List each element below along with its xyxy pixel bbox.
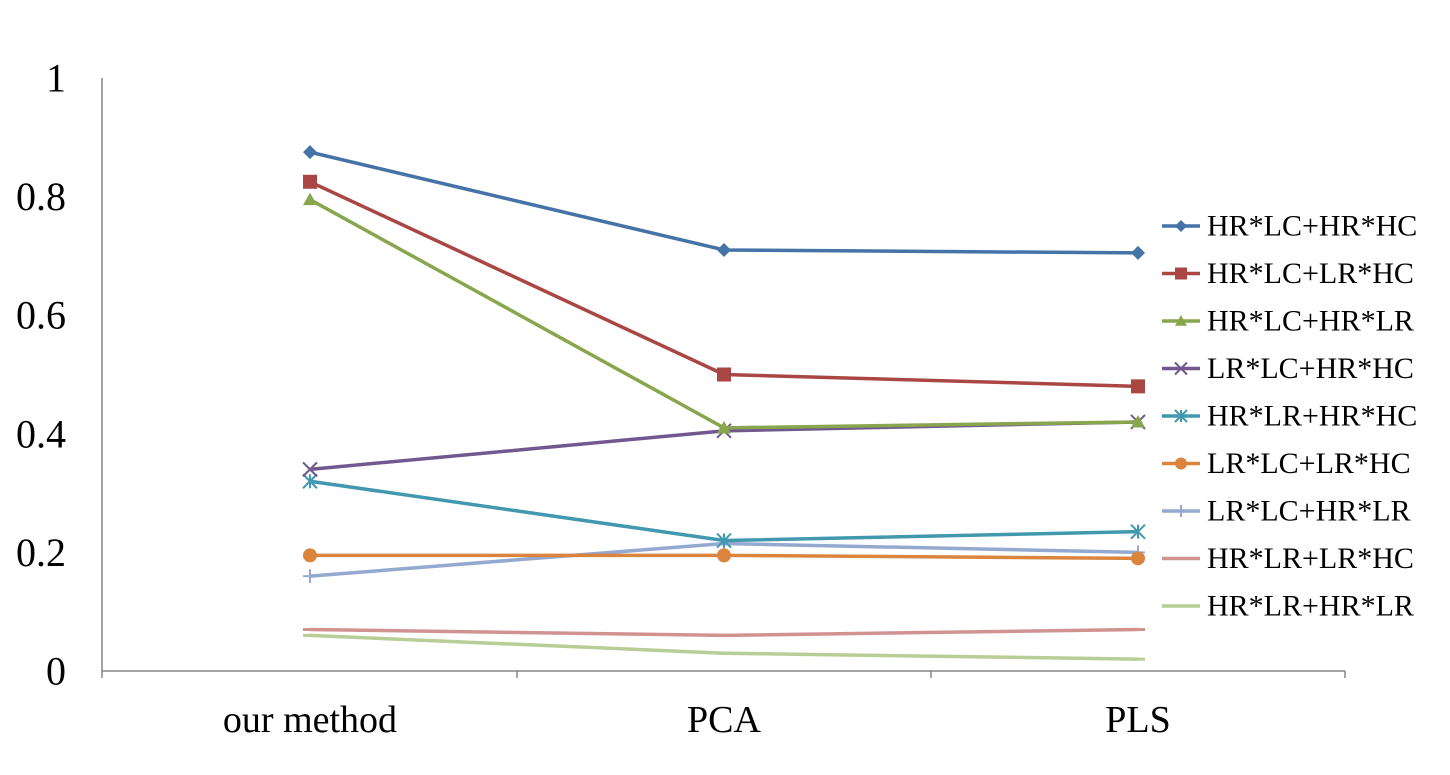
axes — [101, 78, 1345, 672]
x-ticks: our method PCA PLS — [101, 671, 1346, 741]
series-8 — [303, 627, 1145, 638]
legend-label: LR*LC+HR*LR — [1207, 495, 1411, 528]
legend-label: HR*LR+LR*HC — [1207, 542, 1414, 575]
legend-marker — [1175, 315, 1187, 326]
legend-item: LR*LC+HR*LR — [1162, 495, 1411, 528]
data-point — [1131, 245, 1145, 260]
legend-label: LR*LC+LR*HC — [1207, 447, 1411, 480]
data-point — [717, 420, 731, 434]
data-point — [717, 548, 731, 563]
x-tick-label: PLS — [1105, 699, 1170, 741]
data-point — [1131, 551, 1145, 566]
series-line — [309, 198, 1139, 430]
legend: HR*LC+HR*HC HR*LC+LR*HC HR*LC+HR*LR LR*LC+H… — [1162, 210, 1417, 623]
data-point — [303, 145, 317, 160]
series-5 — [302, 473, 1146, 549]
legend-marker — [1175, 267, 1187, 280]
series-line — [309, 180, 1139, 389]
series-9 — [303, 633, 1145, 661]
legend-item: HR*LC+HR*HC — [1162, 210, 1417, 243]
y-tick-label: 0.8 — [16, 174, 66, 219]
legend-label: HR*LC+HR*HC — [1207, 210, 1417, 243]
data-point — [716, 532, 732, 549]
legend-item: HR*LR+LR*HC — [1162, 542, 1414, 575]
series-2 — [303, 174, 1145, 394]
data-point — [303, 569, 317, 584]
legend-item: HR*LR+HR*LR — [1162, 590, 1414, 623]
data-point — [717, 367, 731, 382]
legend-label: LR*LC+HR*HC — [1207, 352, 1414, 385]
legend-item: HR*LC+HR*LR — [1162, 305, 1414, 338]
y-tick-label: 0.4 — [16, 411, 66, 456]
legend-label: HR*LC+HR*LR — [1207, 305, 1414, 338]
data-point — [302, 473, 318, 489]
legend-marker — [1175, 457, 1187, 470]
series-line — [309, 633, 1139, 661]
legend-item: HR*LR+HR*HC — [1162, 400, 1417, 433]
data-point — [1131, 414, 1145, 428]
legend-label: HR*LR+HR*LR — [1207, 590, 1414, 623]
data-point — [303, 192, 317, 206]
series-6 — [303, 548, 1145, 566]
series-layer — [302, 145, 1146, 661]
y-tick-label: 0.6 — [16, 293, 66, 338]
legend-marker — [1174, 361, 1188, 376]
legend-item: LR*LC+HR*HC — [1162, 352, 1414, 385]
legend-item: LR*LC+LR*HC — [1162, 447, 1411, 480]
legend-marker — [1174, 409, 1188, 423]
y-tick-label: 0 — [46, 649, 66, 694]
x-tick-label: PCA — [687, 699, 761, 741]
data-point — [717, 242, 731, 257]
legend-item: HR*LC+LR*HC — [1162, 257, 1414, 290]
data-point — [1130, 523, 1146, 540]
data-point — [302, 461, 318, 478]
legend-label: HR*LC+LR*HC — [1207, 257, 1414, 290]
series-line — [309, 479, 1139, 543]
legend-label: HR*LR+HR*HC — [1207, 400, 1417, 433]
legend-marker — [1175, 505, 1187, 517]
series-3 — [303, 192, 1145, 434]
series-1 — [303, 145, 1145, 260]
y-tick-label: 1 — [46, 56, 66, 101]
data-point — [1131, 379, 1145, 394]
data-point — [303, 548, 317, 563]
y-ticks: 0 0.2 0.4 0.6 0.8 1 — [16, 56, 66, 694]
y-tick-label: 0.2 — [16, 530, 66, 575]
data-point — [303, 174, 317, 189]
legend-marker — [1175, 220, 1187, 232]
x-tick-label: our method — [223, 699, 397, 741]
